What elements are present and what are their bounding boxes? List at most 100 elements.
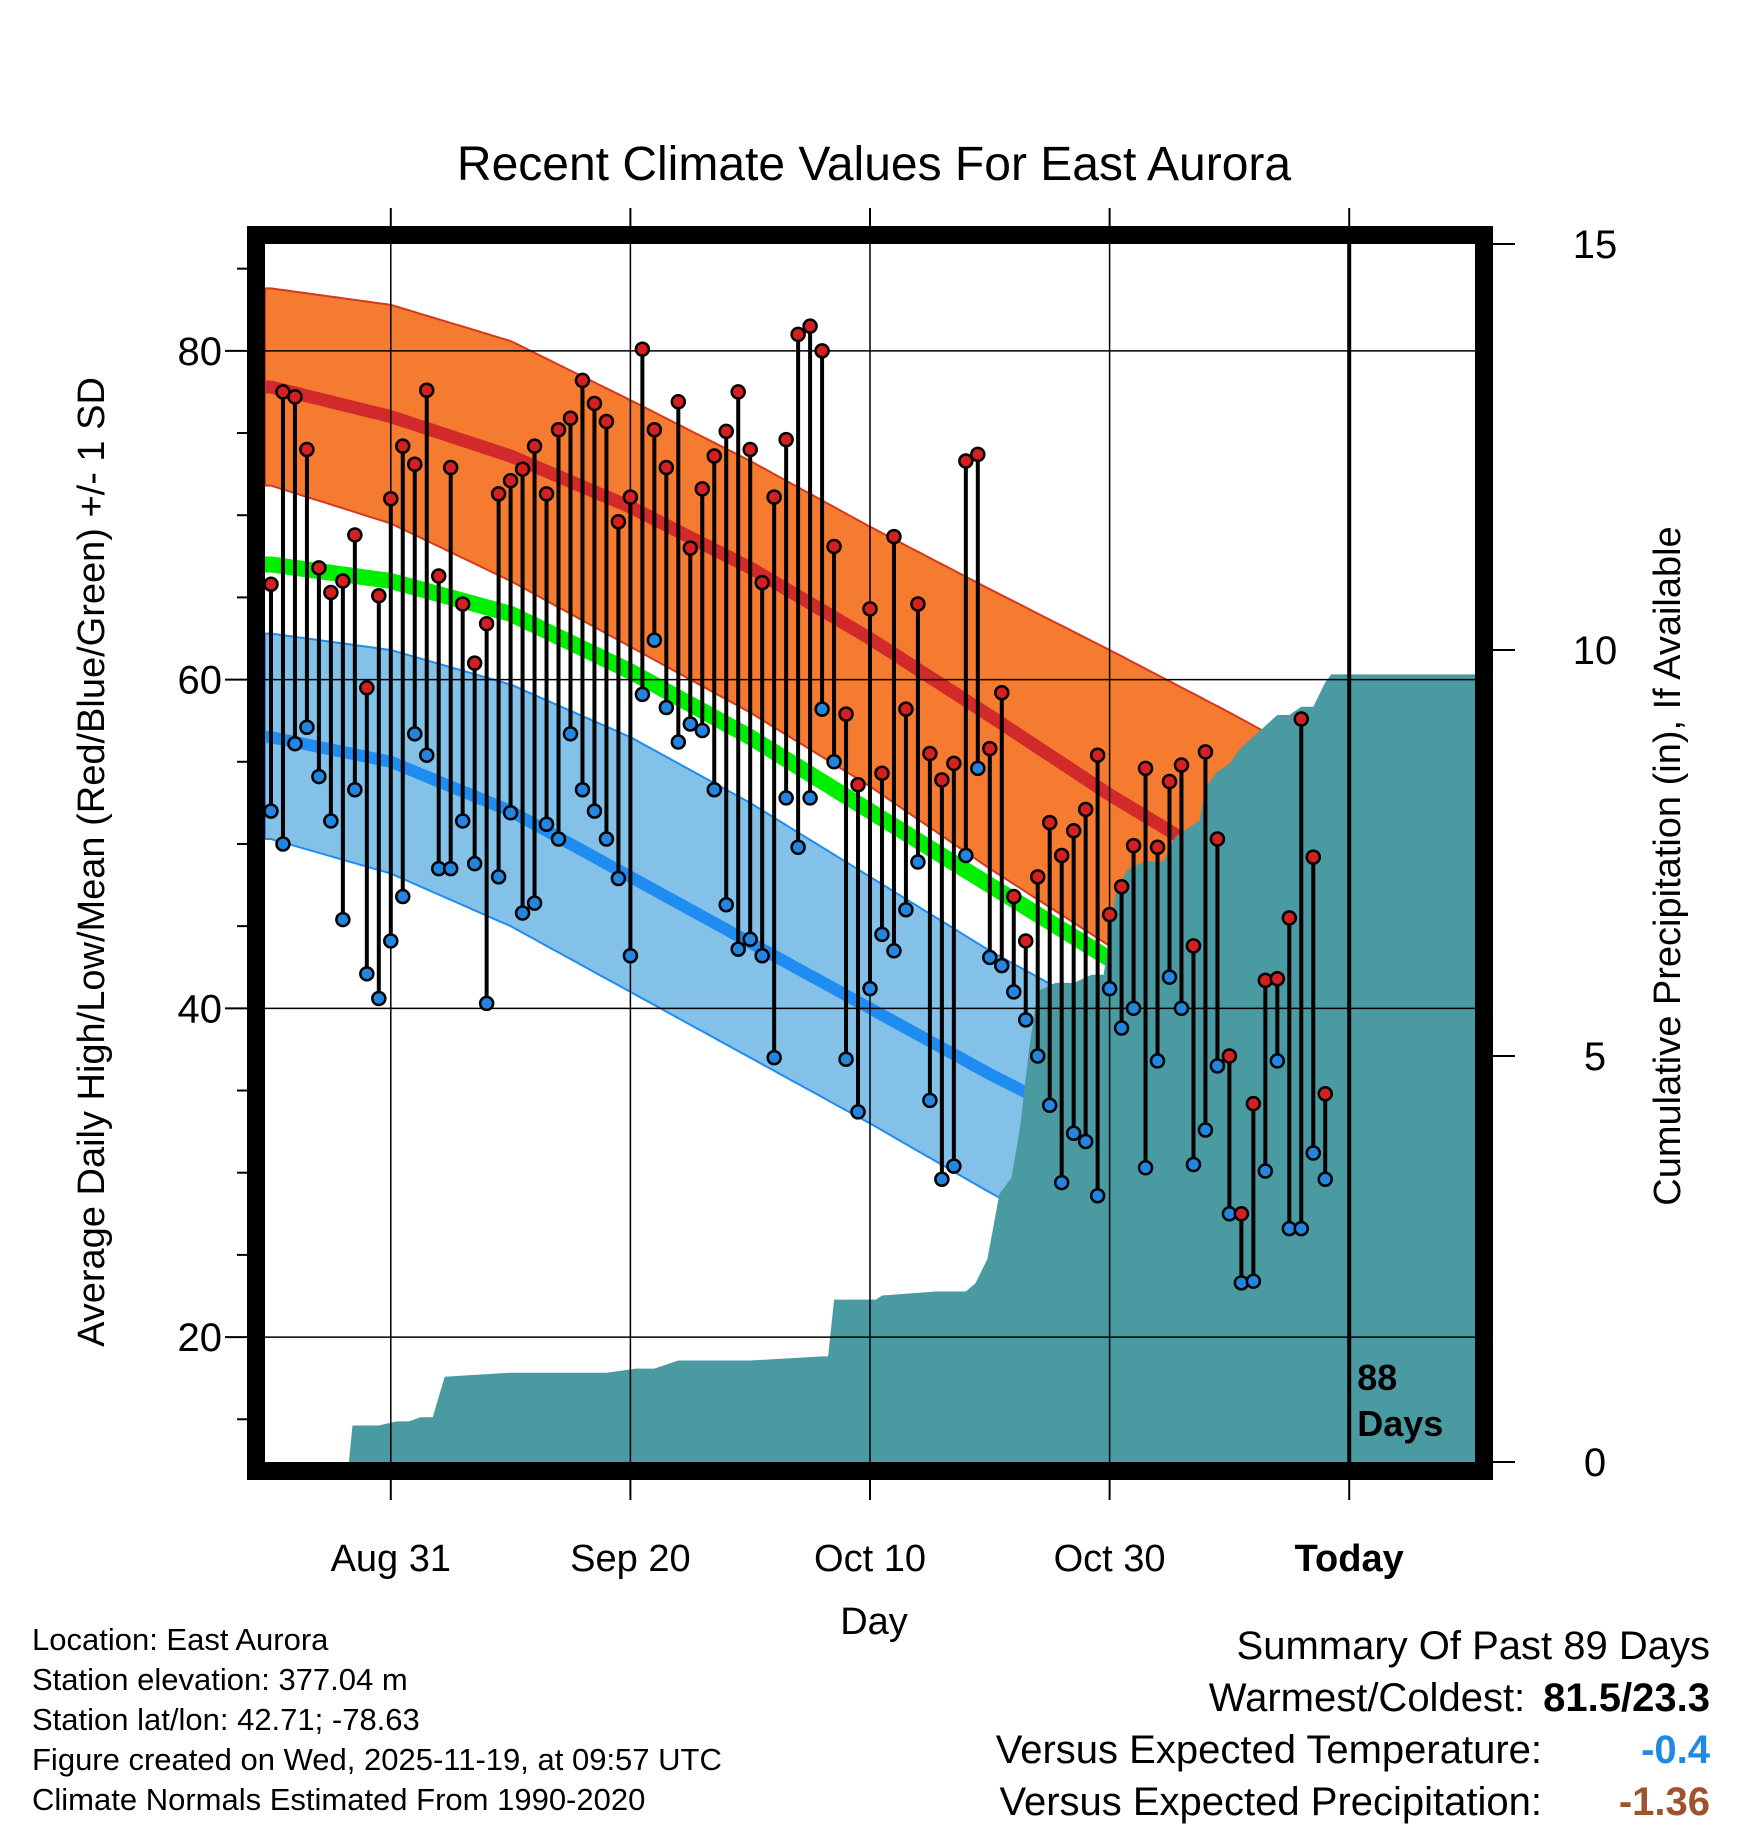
daily-obs-day (838, 706, 854, 1068)
daily-low-point (526, 895, 543, 911)
daily-obs-day (347, 527, 363, 798)
daily-low-point (1161, 969, 1178, 985)
daily-high-point (502, 472, 519, 489)
chart-title: Recent Climate Values For East Aurora (457, 138, 1291, 191)
daily-low-point (910, 854, 926, 870)
daily-high-point (910, 596, 926, 612)
daily-low-point (502, 804, 519, 821)
daily-obs-day (502, 472, 519, 821)
daily-obs-day (265, 576, 279, 819)
daily-high-point (514, 461, 531, 477)
daily-high-point (478, 615, 495, 632)
daily-high-point (1209, 831, 1226, 847)
daily-obs-day (1293, 711, 1310, 1237)
daily-high-point (1041, 814, 1058, 831)
daily-high-point (598, 413, 615, 430)
daily-high-point (323, 584, 339, 601)
daily-high-point (1149, 839, 1166, 855)
daily-obs-day (1125, 837, 1142, 1017)
x-tick-label: Oct 30 (1054, 1538, 1166, 1580)
temp-anomaly-label: Versus Expected Temperature: (995, 1728, 1542, 1772)
latlon-text: Station lat/lon: 42.71; -78.63 (32, 1702, 420, 1737)
daily-high-point (742, 441, 758, 458)
daily-low-point (490, 869, 507, 885)
daily-low-point (418, 747, 435, 763)
x-tick-label: Aug 31 (331, 1538, 451, 1580)
daily-obs-day (850, 777, 866, 1120)
daily-obs-day (323, 584, 339, 829)
daily-low-point (982, 949, 998, 966)
y-tick-label: 20 (178, 1316, 223, 1360)
daily-low-point (586, 803, 603, 819)
normals-period-text: Climate Normals Estimated From 1990-2020 (32, 1782, 646, 1817)
daily-low-point (610, 870, 627, 887)
daily-low-point (646, 632, 663, 648)
daily-obs-day (958, 453, 974, 864)
daily-low-point (850, 1104, 866, 1120)
daily-obs-day (538, 486, 555, 832)
daily-obs-day (490, 486, 507, 885)
daily-obs-day (682, 540, 699, 732)
daily-high-point (718, 423, 734, 440)
x-tick-label: Sep 20 (570, 1538, 690, 1580)
daily-obs-day (430, 568, 447, 877)
daily-obs-day (814, 343, 830, 717)
daily-obs-day (874, 765, 890, 943)
daily-high-point (371, 588, 387, 604)
daily-high-point (1185, 938, 1202, 954)
daily-high-point (922, 745, 938, 762)
daily-obs-day (982, 740, 998, 966)
daily-obs-day (1113, 878, 1130, 1036)
daily-high-point (766, 489, 782, 505)
daily-low-point (958, 847, 974, 864)
daily-obs-day (886, 528, 902, 959)
daily-obs-day (1077, 801, 1094, 1150)
daily-high-point (1137, 760, 1154, 777)
daily-low-point (1317, 1171, 1333, 1188)
daily-low-point (311, 768, 327, 785)
daily-low-point (826, 754, 842, 770)
x-axis-label: Day (840, 1601, 908, 1643)
y2-tick-label: 5 (1584, 1035, 1606, 1079)
daily-obs-day (946, 755, 962, 1174)
daily-obs-day (287, 389, 303, 752)
daily-low-point (574, 781, 591, 798)
daily-obs-day (622, 489, 639, 964)
cumulative-precip-area (265, 674, 1475, 1462)
y-tick-label: 80 (178, 330, 223, 374)
daily-obs-day (562, 410, 579, 742)
y2-tick-label: 10 (1573, 629, 1618, 673)
y2-tick-label: 0 (1584, 1441, 1606, 1485)
today-days-number: 88 (1357, 1357, 1397, 1398)
daily-obs-day (766, 489, 782, 1066)
daily-low-point (1077, 1133, 1094, 1150)
daily-high-point (874, 765, 890, 782)
daily-high-point (706, 448, 723, 464)
daily-low-point (1185, 1156, 1202, 1173)
daily-obs-day (1281, 910, 1298, 1237)
daily-high-point (850, 777, 866, 793)
daily-low-point (395, 888, 411, 905)
daily-high-point (1245, 1095, 1262, 1112)
daily-obs-day (407, 456, 423, 742)
daily-high-point (442, 459, 459, 476)
daily-obs-day (1185, 938, 1202, 1173)
daily-low-point (898, 901, 914, 918)
daily-low-point (1149, 1053, 1166, 1069)
daily-obs-day (1017, 933, 1034, 1028)
daily-high-point (646, 421, 663, 438)
daily-high-point (1053, 847, 1070, 864)
daily-high-point (490, 486, 507, 502)
daily-low-point (514, 905, 531, 921)
daily-high-point (347, 527, 363, 543)
daily-high-point (658, 459, 675, 476)
daily-high-point (994, 684, 1010, 701)
daily-low-point (682, 716, 699, 732)
daily-low-point (790, 839, 806, 855)
daily-obs-day (610, 514, 627, 887)
daily-high-point (634, 341, 651, 357)
daily-low-point (994, 957, 1010, 974)
daily-high-point (1233, 1206, 1250, 1222)
daily-high-point (982, 740, 998, 757)
daily-obs-day (1197, 744, 1214, 1138)
